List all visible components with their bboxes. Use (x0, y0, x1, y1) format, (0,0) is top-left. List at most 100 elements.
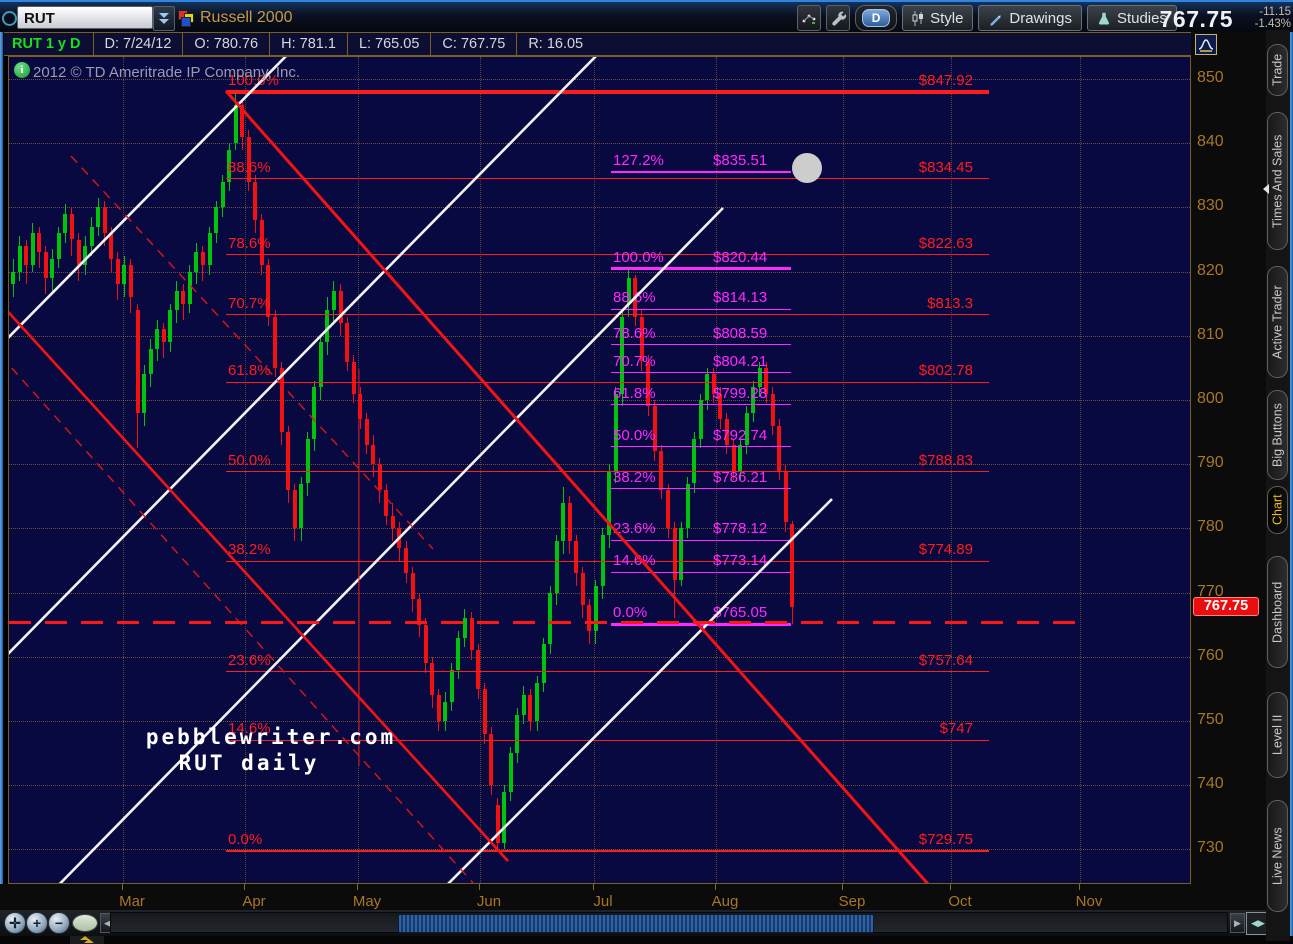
price-axis-label: 770 (1197, 582, 1224, 600)
sidebar-tab-times-and-sales[interactable]: Times And Sales (1267, 112, 1288, 250)
chart-plot-area[interactable]: 100.0% $847.92 88.6% $834.45 78.6% $822.63 70.… (8, 56, 1191, 884)
fib-percent-label: 127.2% (613, 152, 664, 170)
watermark-line1: pebblewriter.com (145, 725, 397, 749)
pattern-glyph (802, 14, 816, 24)
gadget-handle-icon[interactable] (2, 11, 17, 26)
symbol-dropdown-button[interactable] (153, 6, 175, 31)
fib-percent-label: 38.2% (613, 468, 656, 486)
month-label: Apr (242, 893, 266, 910)
month-label: Mar (119, 893, 145, 910)
fib-price-label: $822.63 (918, 234, 973, 252)
month-label: Aug (711, 893, 739, 910)
fib-level-line (226, 560, 989, 562)
fib-price-label: $757.64 (918, 651, 973, 669)
fib-price-label: $729.75 (918, 831, 973, 848)
fib-level-line (611, 171, 791, 174)
symbol-input[interactable]: RUT (17, 6, 153, 29)
zoom-in-button[interactable]: + (26, 912, 48, 934)
studies-button[interactable]: Studies (1086, 5, 1177, 31)
info-icon[interactable]: i (14, 62, 30, 78)
fib-price-label: $820.44 (713, 248, 768, 266)
chart-scroll-row: ✛ + − ◀ ▶ ◀▶ (0, 910, 1270, 936)
scroll-right-button[interactable]: ▶ (1230, 913, 1245, 933)
ohlc-cell: C: 767.75 (430, 33, 516, 55)
ohlc-cells: D: 7/24/12 O: 780.76 H: 781.1 L: 765.05 C: 7… (92, 33, 595, 55)
price-axis-label: 780 (1197, 518, 1224, 536)
fib-percent-label: 14.6% (613, 552, 656, 570)
fib-price-label: $802.78 (918, 362, 973, 380)
fib-percent-label: 50.0% (613, 426, 656, 444)
timeframe-button[interactable]: D (855, 5, 898, 31)
pan-button[interactable]: ✛ (4, 912, 26, 934)
fib-level-line (226, 314, 989, 316)
month-label: May (352, 893, 382, 910)
sidebar-tab-chart[interactable]: Chart (1267, 486, 1288, 534)
month-tick (1079, 884, 1080, 890)
last-price-badge: 767.75 (1193, 597, 1259, 617)
panel-expand-chevron[interactable] (70, 936, 104, 944)
month-tick (593, 884, 594, 890)
drawings-label: Drawings (1009, 9, 1072, 27)
sidebar-tab-level-ii[interactable]: Level II (1267, 692, 1288, 778)
symbol-description: Russell 2000 (200, 9, 293, 26)
fib-price-label: $813.3 (927, 294, 973, 312)
month-label: Sep (838, 893, 866, 910)
bottom-strip (0, 936, 1293, 944)
fib-price-label: $747 (939, 720, 973, 738)
fib-level-line (226, 471, 989, 473)
style-label: Style (930, 9, 964, 27)
fib-percent-label: 88.6% (228, 158, 271, 176)
fib-percent-label: 78.6% (613, 324, 656, 342)
sidebar-tab-dashboard[interactable]: Dashboard (1267, 556, 1288, 668)
zoom-out-button[interactable]: − (48, 912, 70, 934)
gray-circle-marker[interactable] (792, 153, 822, 183)
fib-percent-label: 38.2% (228, 541, 271, 559)
drawings-button[interactable]: Drawings (978, 5, 1082, 31)
sidebar-tab-big-buttons[interactable]: Big Buttons (1267, 390, 1288, 480)
fib-percent-label: 0.0% (228, 831, 263, 848)
wrench-icon[interactable] (826, 5, 851, 31)
style-button[interactable]: Style (902, 5, 974, 31)
price-axis-label: 820 (1197, 261, 1224, 279)
ohlc-readout-row: RUT 1 y D D: 7/24/12 O: 780.76 H: 781.1 L: … (4, 32, 1191, 56)
top-toolbar: RUT Russell 2000 (0, 0, 1293, 32)
v-gridline (1080, 57, 1081, 883)
panel-collapse-arrow[interactable] (1263, 184, 1269, 194)
fib-price-label: $808.59 (713, 324, 768, 342)
sidebar-tab-live-news[interactable]: Live News (1267, 800, 1288, 912)
fib-price-label: $804.21 (713, 352, 768, 370)
pattern-tool-icon[interactable] (797, 5, 822, 31)
chevron-up-icon (80, 936, 90, 940)
fib-percent-label: 0.0% (613, 604, 648, 622)
fib-price-label: $778.12 (713, 520, 768, 538)
color-link-icon[interactable] (178, 10, 194, 27)
scrollbar-thumb[interactable] (398, 914, 874, 933)
flask-icon (1098, 12, 1110, 25)
fib-level-line (611, 446, 791, 448)
month-tick (950, 884, 951, 890)
sidebar-tab-trade[interactable]: Trade (1267, 44, 1288, 96)
ohlc-cell: H: 781.1 (269, 33, 347, 55)
fib-percent-label: 23.6% (613, 520, 656, 538)
month-tick (842, 884, 843, 890)
toolbar-button-group: D Style Drawings Studies (797, 5, 1177, 31)
price-axis-label: 730 (1197, 839, 1224, 857)
fib-level-line (226, 254, 989, 256)
fib-percent-label: 61.8% (613, 384, 656, 402)
fib-level-line (611, 372, 791, 374)
sidebar-tab-active-trader[interactable]: Active Trader (1267, 266, 1288, 378)
ohlc-cell: L: 765.05 (346, 33, 430, 55)
fib-level-line (611, 267, 791, 271)
price-axis[interactable]: 767.75 850 840 830 820 810 800 790 780 770 760 750… (1191, 32, 1266, 910)
fib-price-label: $835.51 (713, 152, 768, 170)
fib-percent-label: 50.0% (228, 451, 271, 469)
month-tick (479, 884, 480, 890)
fib-price-label: $765.05 (713, 604, 768, 622)
axis-settings-button[interactable] (1195, 34, 1217, 55)
auto-scale-button[interactable] (72, 914, 98, 932)
fib-percent-label: 78.6% (228, 234, 271, 252)
curve-icon (1198, 38, 1214, 52)
price-axis-label: 760 (1197, 646, 1224, 664)
scrollbar-track[interactable] (110, 912, 1228, 933)
